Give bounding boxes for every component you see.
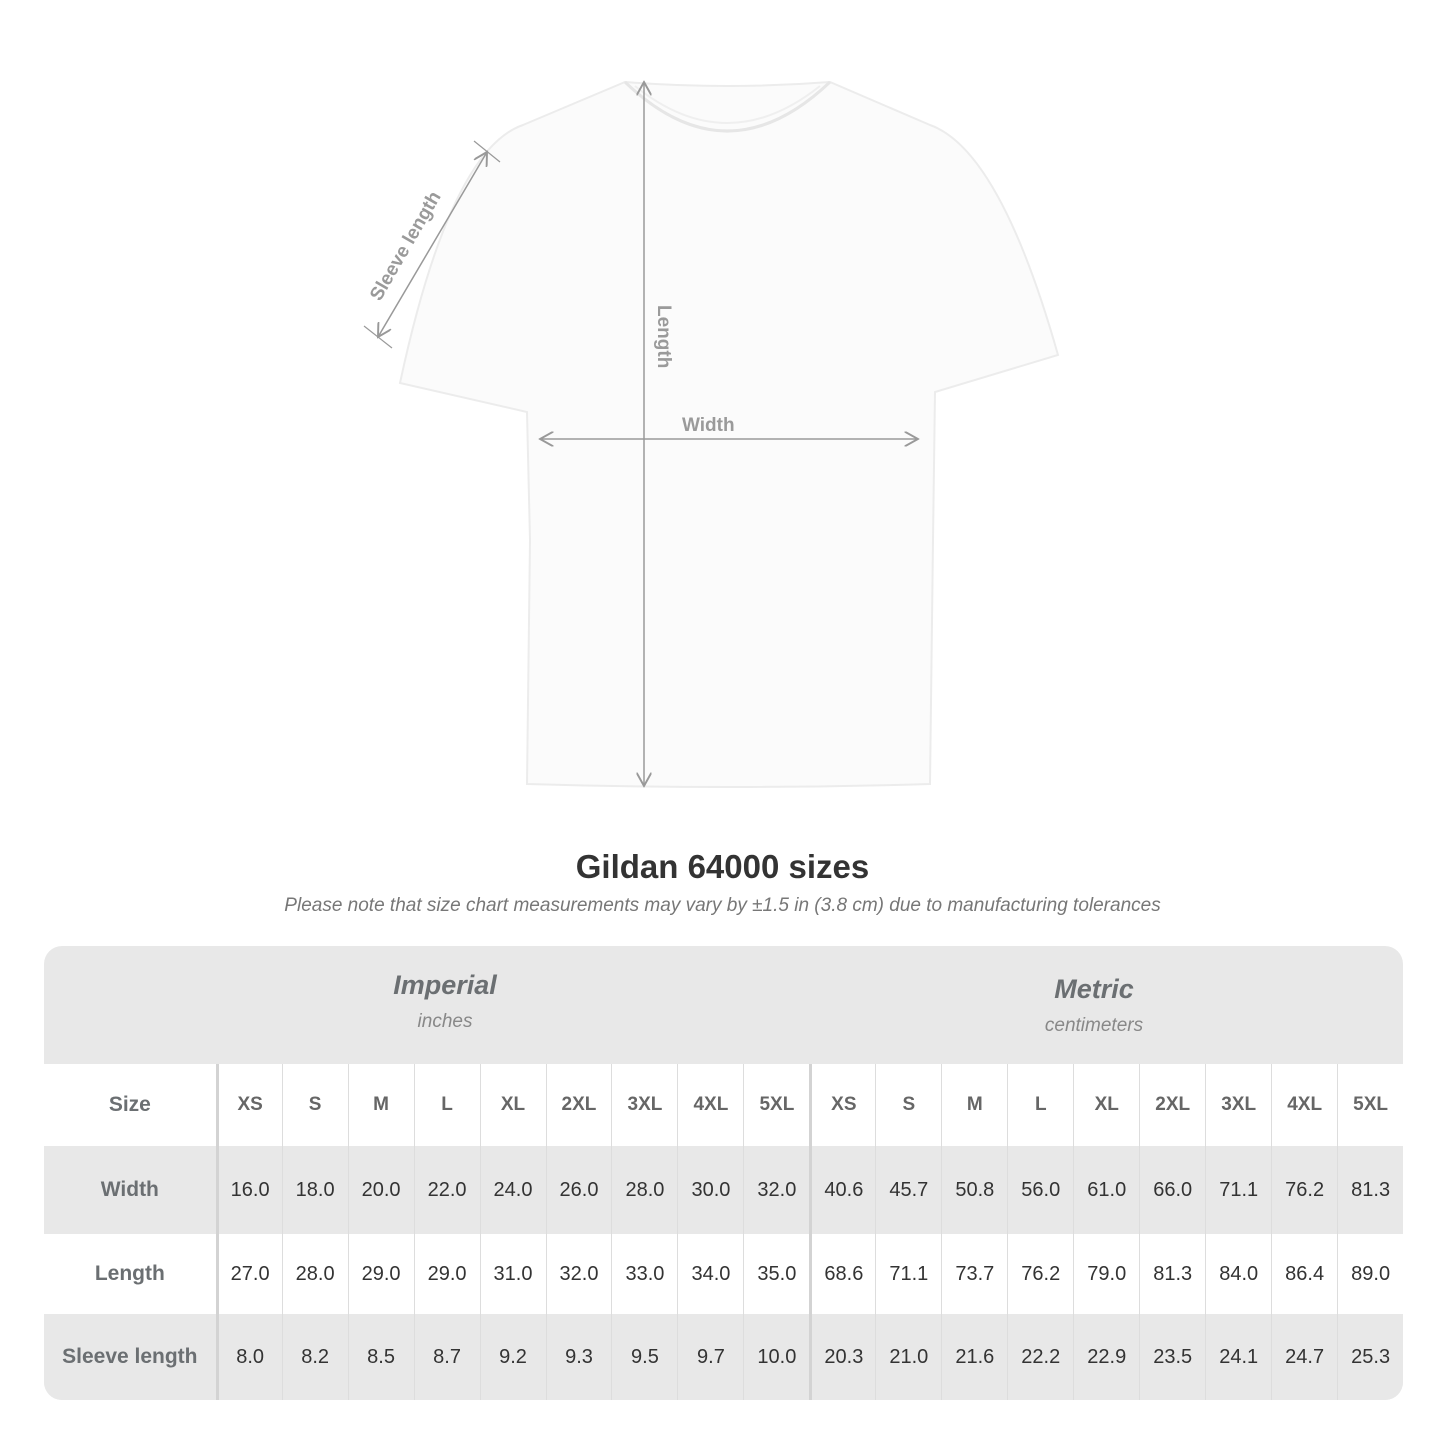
table-cell: 9.7 [677, 1314, 743, 1400]
size-column-header: 4XL [677, 1064, 743, 1146]
table-cell: 33.0 [611, 1234, 677, 1314]
size-column-header: L [1007, 1064, 1073, 1146]
imperial-unit: inches [417, 1011, 473, 1032]
size-table: Imperial inches Metric centimeters Size X… [44, 946, 1403, 1400]
size-column-header: 3XL [611, 1064, 677, 1146]
row-label: Width [100, 1178, 159, 1201]
table-row: Sleeve length 8.0 8.2 8.5 8.7 9.2 9.3 9.5 9.7 10.… [44, 1314, 1403, 1400]
table-cell: 21.0 [875, 1314, 941, 1400]
size-column-header: XL [479, 1064, 546, 1146]
table-cell: 81.3 [1139, 1234, 1205, 1314]
size-column-header: 5XL [743, 1064, 809, 1146]
table-cell: 22.2 [1007, 1314, 1073, 1400]
table-cell: 31.0 [479, 1234, 546, 1314]
table-cell: 28.0 [281, 1234, 348, 1314]
table-cell: 8.5 [347, 1314, 414, 1400]
size-header-row: Size XS S M L XL 2XL 3XL 4XL 5XL XS S M L XL 2XL 3XL 4XL 5… [44, 1064, 1403, 1146]
table-cell: 24.0 [479, 1146, 546, 1234]
size-column-header: XL [1073, 1064, 1139, 1146]
size-column-header: 2XL [1139, 1064, 1205, 1146]
table-cell: 45.7 [875, 1146, 941, 1234]
size-column-header: S [875, 1064, 941, 1146]
table-cell: 86.4 [1271, 1234, 1337, 1314]
metric-title: Metric [1054, 974, 1134, 1004]
tshirt-diagram: Sleeve length Length Width [363, 0, 1060, 788]
table-cell: 20.0 [347, 1146, 414, 1234]
table-cell: 81.3 [1337, 1146, 1403, 1234]
table-cell: 66.0 [1139, 1146, 1205, 1234]
table-cell: 76.2 [1007, 1234, 1073, 1314]
size-column-header: 3XL [1205, 1064, 1271, 1146]
size-column-header: M [347, 1064, 414, 1146]
table-cell: 28.0 [611, 1146, 677, 1234]
table-cell: 23.5 [1139, 1314, 1205, 1400]
table-cell: 27.0 [215, 1234, 282, 1314]
table-cell: 26.0 [545, 1146, 612, 1234]
table-cell: 32.0 [743, 1146, 809, 1234]
size-column-header: XS [809, 1064, 875, 1146]
table-cell: 8.2 [281, 1314, 348, 1400]
table-cell: 71.1 [875, 1234, 941, 1314]
size-column-header: 5XL [1337, 1064, 1403, 1146]
imperial-title: Imperial [393, 970, 497, 1000]
table-cell: 8.0 [215, 1314, 282, 1400]
size-column-header: XS [215, 1064, 282, 1146]
imperial-header: Imperial inches [216, 970, 674, 1033]
table-cell: 9.5 [611, 1314, 677, 1400]
table-cell: 76.2 [1271, 1146, 1337, 1234]
table-cell: 89.0 [1337, 1234, 1403, 1314]
table-cell: 30.0 [677, 1146, 743, 1234]
length-label: Length [653, 305, 674, 368]
table-cell: 29.0 [347, 1234, 414, 1314]
size-column-header: L [413, 1064, 480, 1146]
table-cell: 8.7 [413, 1314, 480, 1400]
table-cell: 24.1 [1205, 1314, 1271, 1400]
table-cell: 29.0 [413, 1234, 480, 1314]
table-cell: 61.0 [1073, 1146, 1139, 1234]
table-cell: 9.3 [545, 1314, 612, 1400]
table-cell: 73.7 [941, 1234, 1007, 1314]
table-row: Width 16.0 18.0 20.0 22.0 24.0 26.0 28.0 30.0 32.… [44, 1146, 1403, 1234]
table-cell: 21.6 [941, 1314, 1007, 1400]
table-cell: 18.0 [281, 1146, 348, 1234]
table-cell: 84.0 [1205, 1234, 1271, 1314]
table-cell: 10.0 [743, 1314, 809, 1400]
table-cell: 50.8 [941, 1146, 1007, 1234]
width-label: Width [682, 415, 735, 436]
size-column-header: S [281, 1064, 348, 1146]
table-cell: 20.3 [809, 1314, 875, 1400]
metric-unit: centimeters [1044, 1015, 1144, 1036]
sleeve-arrow [378, 152, 487, 337]
table-cell: 32.0 [545, 1234, 612, 1314]
tolerance-note: Please note that size chart measurements… [284, 895, 1161, 916]
size-column-header: 4XL [1271, 1064, 1337, 1146]
table-cell: 16.0 [215, 1146, 282, 1234]
table-cell: 71.1 [1205, 1146, 1271, 1234]
table-cell: 25.3 [1337, 1314, 1403, 1400]
row-label: Sleeve length [62, 1345, 198, 1368]
table-cell: 79.0 [1073, 1234, 1139, 1314]
metric-header: Metric centimeters [810, 974, 1378, 1037]
table-row: Length 27.0 28.0 29.0 29.0 31.0 32.0 33.0 34.0 35… [44, 1234, 1403, 1314]
table-cell: 56.0 [1007, 1146, 1073, 1234]
page-title: Gildan 64000 sizes [575, 848, 870, 885]
table-cell: 68.6 [809, 1234, 875, 1314]
row-label: Length [94, 1262, 165, 1285]
table-cell: 24.7 [1271, 1314, 1337, 1400]
table-cell: 35.0 [743, 1234, 809, 1314]
table-cell: 34.0 [677, 1234, 743, 1314]
table-cell: 9.2 [479, 1314, 546, 1400]
size-column-header: M [941, 1064, 1007, 1146]
row-label: Size [108, 1093, 151, 1116]
table-cell: 22.9 [1073, 1314, 1139, 1400]
table-cell: 40.6 [809, 1146, 875, 1234]
size-column-header: 2XL [545, 1064, 612, 1146]
table-cell: 22.0 [413, 1146, 480, 1234]
